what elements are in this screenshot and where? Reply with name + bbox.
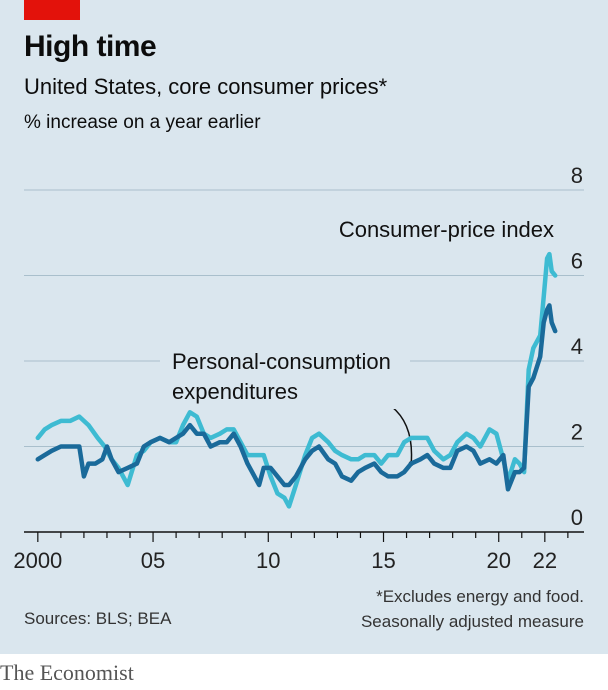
y-tick-label: 0 — [571, 505, 583, 530]
x-tick-label: 05 — [141, 548, 165, 573]
sources-text: Sources: BLS; BEA — [24, 609, 172, 628]
x-tick-label: 15 — [371, 548, 395, 573]
x-axis: 2000 05 10 15 20 22 — [13, 531, 584, 573]
cpi-label: Consumer-price index — [339, 217, 554, 242]
series — [35, 251, 558, 509]
footnote-line-2: Seasonally adjusted measure — [360, 612, 584, 631]
pce-label-background — [160, 347, 410, 409]
y-axis-tick-labels: 0 2 4 6 8 — [571, 163, 583, 530]
brand-accent-bar — [24, 0, 80, 20]
y-tick-label: 2 — [571, 420, 583, 445]
y-tick-label: 8 — [571, 163, 583, 188]
publisher-logo-text: The Economist — [0, 660, 134, 685]
chart-unit-label: % increase on a year earlier — [24, 112, 261, 133]
x-tick-label: 22 — [533, 548, 557, 573]
chart-panel — [0, 0, 608, 654]
pce-series-line — [35, 303, 558, 492]
footnote-line-1: *Excludes energy and food. — [376, 587, 584, 606]
pce-label-line2: expenditures — [172, 379, 298, 404]
footnote: *Excludes energy and food. Seasonally ad… — [361, 584, 584, 634]
x-tick-label: 20 — [486, 548, 510, 573]
chart-title: High time — [24, 30, 157, 63]
x-tick-label: 10 — [256, 548, 280, 573]
x-tick-label: 2000 — [13, 548, 62, 573]
chart-subtitle: United States, core consumer prices* — [24, 74, 388, 99]
pce-label-line1: Personal-consumption — [172, 349, 391, 374]
annotations: Personal-consumption expenditures Consum… — [160, 217, 554, 467]
y-tick-label: 4 — [571, 334, 583, 359]
line-chart: 2000 05 10 15 20 22 0 2 4 6 8 Personal-consumptio… — [13, 163, 584, 573]
y-tick-label: 6 — [571, 249, 583, 274]
